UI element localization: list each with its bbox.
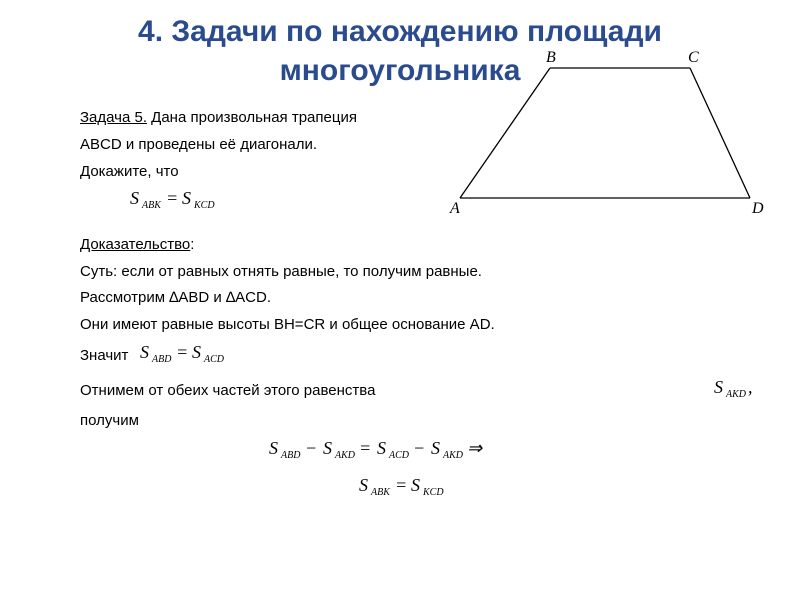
svg-text:AKD: AKD (725, 389, 747, 399)
svg-text:D: D (751, 200, 764, 217)
proof-line-result: получим (80, 409, 770, 434)
svg-text:KCD: KCD (193, 200, 215, 211)
equation-equal-areas: SABD=SACD (136, 340, 276, 373)
svg-text:⇒: ⇒ (467, 438, 483, 458)
problem-text-1: Дана произвольная трапеция (147, 109, 357, 126)
svg-text:S: S (359, 475, 368, 495)
svg-text:B: B (546, 49, 556, 66)
content-body: ABCD Задача 5. Дана произвольная трапеци… (80, 106, 770, 508)
svg-text:S: S (714, 377, 723, 397)
proof-text-subtract: Отнимем от обеих частей этого равенства (80, 379, 375, 404)
svg-text:=: = (176, 342, 188, 362)
equation-subtraction: SABD−SAKD=SACD−SAKD⇒ (80, 436, 770, 471)
svg-text:C: C (688, 49, 699, 66)
svg-text:,: , (748, 377, 753, 397)
svg-text:ABD: ABD (280, 450, 301, 461)
problem-label: Задача 5. (80, 109, 147, 126)
svg-text:S: S (431, 438, 440, 458)
proof-line-3: Они имеют равные высоты BH=CR и общее ос… (80, 313, 770, 338)
proof-line-significance: Значит SABD=SACD (80, 340, 770, 373)
svg-text:S: S (269, 438, 278, 458)
svg-text:S: S (182, 188, 191, 208)
svg-text:ACD: ACD (388, 450, 410, 461)
svg-text:=: = (166, 188, 178, 208)
svg-text:ABD: ABD (151, 354, 172, 364)
svg-text:S: S (192, 342, 201, 362)
svg-text:S: S (130, 188, 139, 208)
proof-text-signif: Значит (80, 344, 128, 369)
proof-line-1: Суть: если от равных отнять равные, то п… (80, 260, 770, 285)
proof-colon: : (190, 236, 194, 253)
svg-text:AKD: AKD (334, 450, 356, 461)
equation-akd: SAKD, (710, 375, 770, 408)
svg-text:S: S (140, 342, 149, 362)
svg-text:KCD: KCD (422, 487, 444, 498)
svg-text:AKD: AKD (442, 450, 464, 461)
svg-text:−: − (305, 438, 317, 458)
svg-text:−: − (413, 438, 425, 458)
svg-text:ABK: ABK (141, 200, 162, 211)
svg-text:S: S (323, 438, 332, 458)
svg-text:=: = (395, 475, 407, 495)
proof-label-line: Доказательство: (80, 233, 770, 258)
proof-label: Доказательство (80, 236, 190, 253)
proof-line-subtract: Отнимем от обеих частей этого равенства … (80, 375, 770, 408)
proof-line-2: Рассмотрим ∆ABD и ∆ACD. (80, 286, 770, 311)
svg-text:S: S (377, 438, 386, 458)
equation-final: SABK=SKCD (80, 473, 770, 508)
svg-text:ABK: ABK (370, 487, 391, 498)
svg-text:ACD: ACD (203, 354, 225, 364)
svg-text:S: S (411, 475, 420, 495)
svg-text:A: A (449, 200, 460, 217)
svg-text:=: = (359, 438, 371, 458)
